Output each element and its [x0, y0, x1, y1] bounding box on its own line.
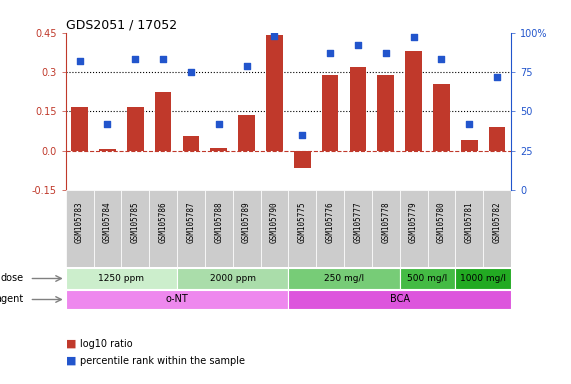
Text: ■: ■: [66, 339, 76, 349]
Text: log10 ratio: log10 ratio: [80, 339, 132, 349]
Bar: [177, 268, 288, 290]
Text: 1000 mg/l: 1000 mg/l: [460, 274, 506, 283]
Bar: [489, 127, 505, 151]
Bar: [461, 140, 477, 151]
Text: GSM105781: GSM105781: [465, 202, 474, 243]
Text: GSM105775: GSM105775: [297, 202, 307, 243]
Bar: [456, 268, 511, 290]
Text: agent: agent: [0, 295, 24, 305]
Bar: [66, 190, 94, 267]
Text: GSM105788: GSM105788: [214, 202, 223, 243]
Bar: [260, 190, 288, 267]
Bar: [288, 190, 316, 267]
Bar: [99, 149, 116, 151]
Text: GDS2051 / 17052: GDS2051 / 17052: [66, 18, 177, 31]
Text: dose: dose: [1, 273, 24, 283]
Text: 2000 ppm: 2000 ppm: [210, 274, 256, 283]
Point: [242, 63, 251, 69]
Text: GSM105783: GSM105783: [75, 202, 84, 243]
Text: percentile rank within the sample: percentile rank within the sample: [80, 356, 245, 366]
Text: 1250 ppm: 1250 ppm: [98, 274, 144, 283]
Bar: [288, 290, 511, 309]
Text: GSM105785: GSM105785: [131, 202, 140, 243]
Point: [381, 50, 391, 56]
Bar: [377, 74, 394, 151]
Bar: [66, 268, 177, 290]
Text: ■: ■: [66, 356, 76, 366]
Bar: [149, 190, 177, 267]
Point: [214, 121, 223, 127]
Bar: [400, 190, 428, 267]
Bar: [177, 190, 205, 267]
Bar: [127, 108, 144, 151]
Bar: [94, 190, 122, 267]
Text: GSM105776: GSM105776: [325, 202, 335, 243]
Text: GSM105787: GSM105787: [186, 202, 195, 243]
Point: [75, 58, 84, 64]
Bar: [428, 190, 456, 267]
Text: GSM105779: GSM105779: [409, 202, 418, 243]
Bar: [405, 51, 422, 151]
Text: GSM105789: GSM105789: [242, 202, 251, 243]
Text: o-NT: o-NT: [166, 295, 188, 305]
Text: GSM105784: GSM105784: [103, 202, 112, 243]
Bar: [210, 148, 227, 151]
Text: 250 mg/l: 250 mg/l: [324, 274, 364, 283]
Bar: [122, 190, 149, 267]
Point: [465, 121, 474, 127]
Text: BCA: BCA: [389, 295, 410, 305]
Point: [159, 56, 168, 63]
Point: [186, 69, 195, 75]
Bar: [344, 190, 372, 267]
Point: [437, 56, 446, 63]
Bar: [433, 84, 450, 151]
Point: [103, 121, 112, 127]
Text: GSM105790: GSM105790: [270, 202, 279, 243]
Text: GSM105782: GSM105782: [493, 202, 502, 243]
Bar: [266, 35, 283, 151]
Bar: [372, 190, 400, 267]
Bar: [294, 151, 311, 168]
Text: GSM105780: GSM105780: [437, 202, 446, 243]
Bar: [71, 108, 88, 151]
Bar: [483, 190, 511, 267]
Text: GSM105777: GSM105777: [353, 202, 363, 243]
Bar: [316, 190, 344, 267]
Bar: [205, 190, 233, 267]
Point: [325, 50, 335, 56]
Text: GSM105778: GSM105778: [381, 202, 391, 243]
Point: [131, 56, 140, 63]
Point: [270, 33, 279, 39]
Point: [493, 74, 502, 80]
Bar: [349, 67, 367, 151]
Point: [297, 132, 307, 138]
Bar: [400, 268, 456, 290]
Point: [409, 34, 418, 40]
Bar: [66, 290, 288, 309]
Bar: [155, 92, 171, 151]
Bar: [322, 74, 339, 151]
Bar: [233, 190, 260, 267]
Bar: [456, 190, 483, 267]
Bar: [288, 268, 400, 290]
Text: GSM105786: GSM105786: [159, 202, 168, 243]
Text: 500 mg/l: 500 mg/l: [408, 274, 448, 283]
Bar: [238, 115, 255, 151]
Point: [353, 42, 363, 48]
Bar: [183, 136, 199, 151]
